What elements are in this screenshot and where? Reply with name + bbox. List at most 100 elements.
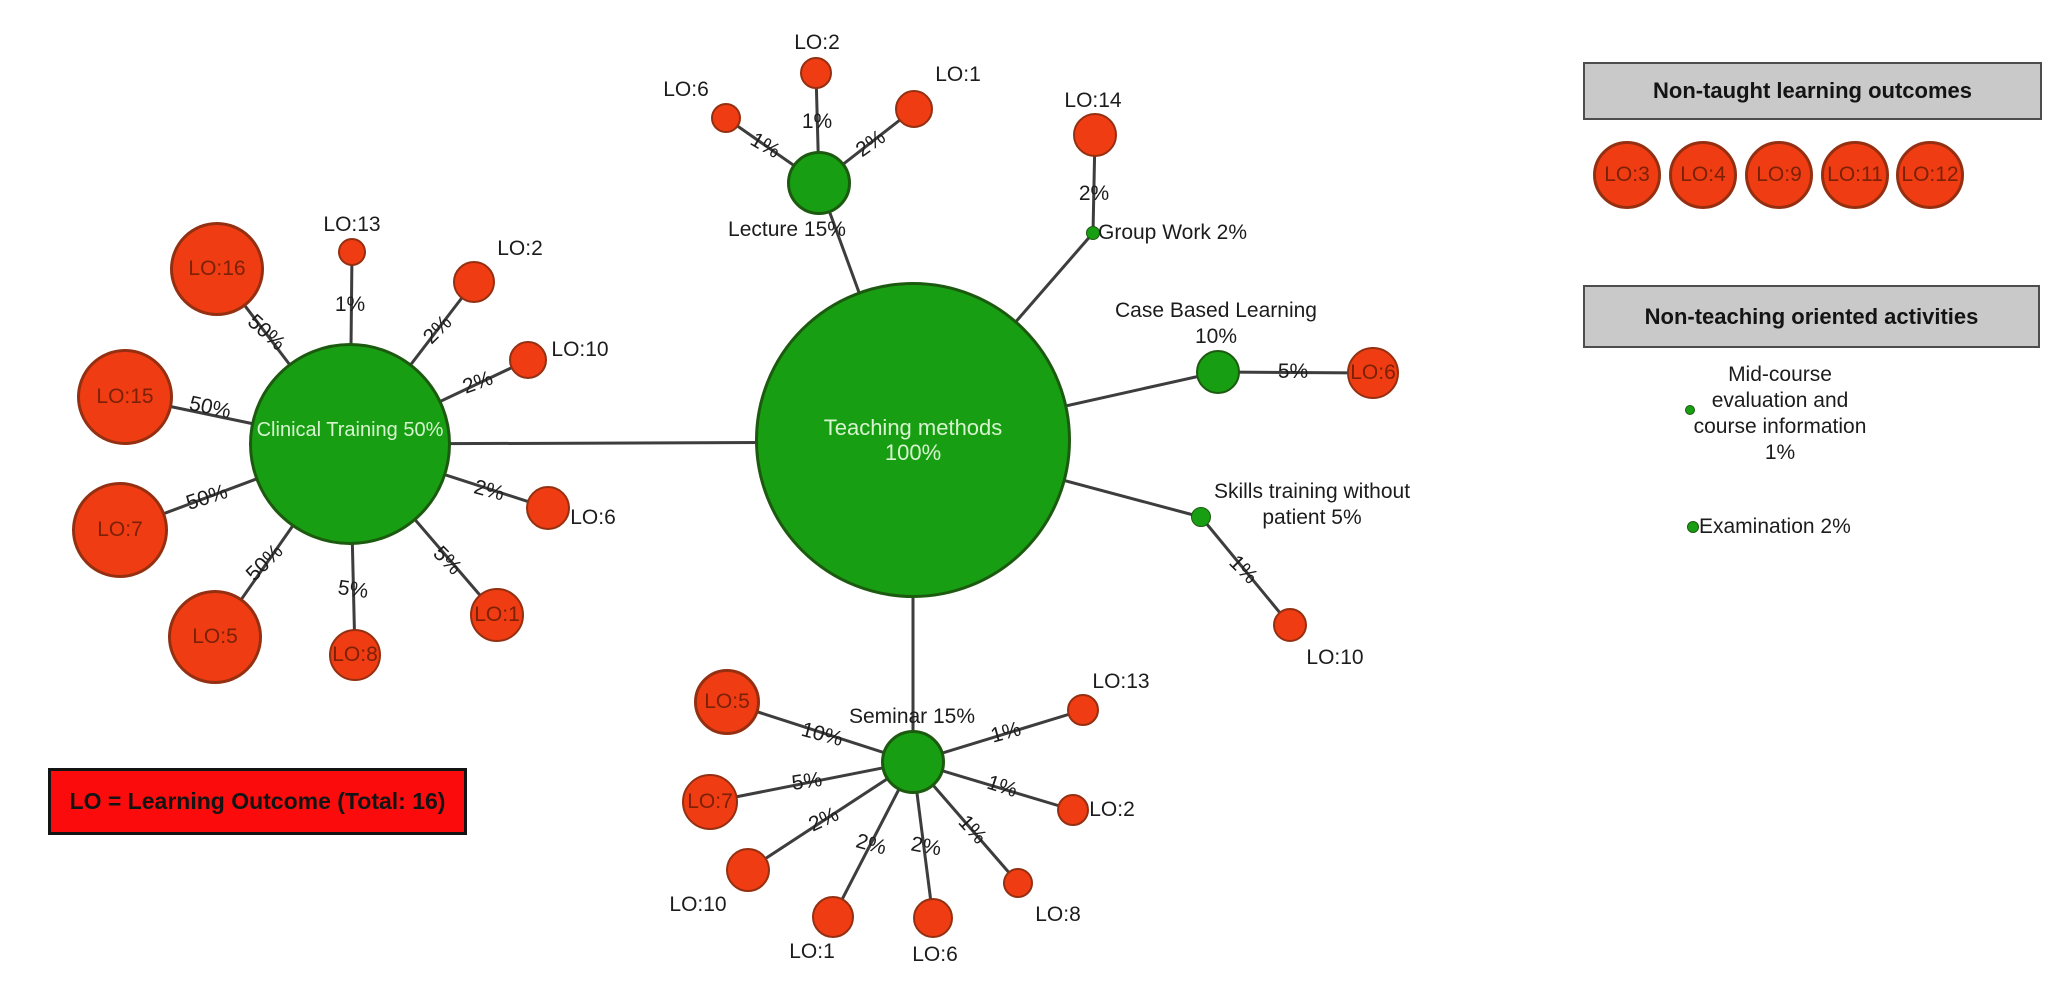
edge-seminar-lo10: [747, 760, 914, 872]
node-label-ct-lo16: LO:16: [188, 256, 246, 280]
non-taught-header: Non-taught learning outcomes: [1583, 62, 2042, 120]
node-label-non-taught-lo11: LO:11: [1827, 162, 1883, 186]
edge-skills-lo10: [1199, 516, 1292, 626]
node-seminar: [881, 730, 945, 794]
case-based-learning-label: Case Based Learning 10%: [1115, 298, 1317, 348]
node-sem-lo1: [812, 896, 854, 938]
edge-label-clinical-lo16: 50%: [243, 310, 290, 356]
edge-label-clinical-lo5: 50%: [241, 539, 288, 586]
examination-label: Examination 2%: [1699, 514, 1851, 538]
node-sk-lo10: [1273, 608, 1307, 642]
edge-label-seminar-lo6: 2%: [909, 832, 944, 861]
node-sem-lo8: [1003, 868, 1033, 898]
lec-lo6-label: LO:6: [663, 77, 709, 101]
sem-lo1-label: LO:1: [789, 939, 835, 963]
node-non-taught-lo3: LO:3: [1593, 141, 1661, 209]
node-ct-lo7: LO:7: [72, 482, 168, 578]
midcourse-label: Mid-course evaluation and course informa…: [1693, 362, 1867, 465]
edge-label-clinical-lo13: 1%: [334, 292, 366, 316]
edge-label-seminar-lo10: 2%: [805, 802, 843, 837]
node-sem-lo10: [726, 848, 770, 892]
edge-label-lecture-lo1: 2%: [851, 125, 890, 162]
node-label-ct-lo5: LO:5: [192, 624, 238, 648]
seminar-label: Seminar 15%: [848, 704, 976, 728]
edge-label-skills-lo10: 1%: [1224, 550, 1263, 589]
non-teaching-header: Non-teaching oriented activities: [1583, 285, 2040, 348]
ct-lo6-label: LO:6: [570, 505, 616, 529]
edge-label-clinical-lo15: 50%: [187, 391, 234, 424]
group-work-label: Group Work 2%: [1098, 220, 1247, 244]
edge-seminar-lo7: [709, 760, 914, 804]
node-group-work: [1086, 226, 1100, 240]
node-non-taught-lo9: LO:9: [1745, 141, 1813, 209]
sem-lo13-label: LO:13: [1092, 669, 1150, 693]
node-label-non-taught-lo9: LO:9: [1756, 162, 1802, 186]
lecture-label: Lecture 15%: [728, 217, 846, 241]
ct-lo13-label: LO:13: [323, 212, 381, 236]
node-skills-training: [1191, 507, 1211, 527]
legend-box: LO = Learning Outcome (Total: 16): [48, 768, 467, 835]
node-non-taught-lo12: LO:12: [1896, 141, 1964, 209]
ct-lo2-label: LO:2: [497, 236, 543, 260]
node-non-taught-lo4: LO:4: [1669, 141, 1737, 209]
node-teaching-methods: Teaching methods 100%: [755, 282, 1071, 598]
node-sem-lo13: [1067, 694, 1099, 726]
node-label-non-taught-lo3: LO:3: [1604, 162, 1650, 186]
edge-label-clinical-lo2: 2%: [418, 310, 457, 349]
ct-lo10-label: LO:10: [551, 337, 609, 361]
edge-label-lecture-lo6: 1%: [746, 128, 785, 164]
lec-lo1-label: LO:1: [935, 62, 981, 86]
node-case-based-learning: [1196, 350, 1240, 394]
node-clinical-training: Clinical Training 50%: [249, 343, 451, 545]
edge-label-clinical-lo8: 5%: [336, 575, 370, 603]
edge-label-seminar-lo5: 10%: [798, 717, 846, 752]
node-label-sem-lo5: LO:5: [704, 689, 750, 713]
node-lec-lo1: [895, 90, 933, 128]
sk-lo10-label: LO:10: [1306, 645, 1364, 669]
node-gw-lo14: [1073, 113, 1117, 157]
node-ct-lo13: [338, 238, 366, 266]
edge-label-seminar-lo13: 1%: [988, 717, 1024, 748]
node-label-cbl-lo6: LO:6: [1350, 360, 1396, 384]
sem-lo8-label: LO:8: [1035, 902, 1081, 926]
node-ct-lo10: [509, 341, 547, 379]
node-ct-lo16: LO:16: [170, 222, 264, 316]
node-sem-lo5: LO:5: [694, 669, 760, 735]
edge-label-seminar-lo8: 1%: [953, 810, 992, 849]
node-ct-lo8: LO:8: [329, 629, 381, 681]
edge-label-clinical-lo6: 2%: [471, 475, 507, 506]
edge-label-lecture-lo2: 1%: [801, 109, 833, 133]
node-label-clinical-training: Clinical Training 50%: [256, 418, 444, 441]
node-examination-dot: [1687, 521, 1699, 533]
node-non-taught-lo11: LO:11: [1821, 141, 1889, 209]
node-sem-lo2: [1057, 794, 1089, 826]
edge-label-clinical-lo1: 5%: [428, 541, 467, 580]
node-label-ct-lo1: LO:1: [474, 602, 520, 626]
node-label-ct-lo15: LO:15: [96, 384, 154, 408]
node-ct-lo1: LO:1: [470, 588, 524, 642]
edge-label-seminar-lo1: 2%: [853, 829, 889, 860]
edge-label-seminar-lo2: 1%: [984, 770, 1021, 803]
edge-label-groupwork-lo14: 2%: [1078, 181, 1110, 205]
node-label-non-taught-lo12: LO:12: [1901, 162, 1959, 186]
gw-lo14-label: LO:14: [1064, 88, 1122, 112]
node-label-teaching-methods: Teaching methods 100%: [823, 414, 1003, 465]
edge-label-seminar-lo7: 5%: [790, 767, 824, 795]
node-cbl-lo6: LO:6: [1347, 347, 1399, 399]
node-lec-lo2: [800, 57, 832, 89]
node-lecture: [787, 151, 851, 215]
node-ct-lo2: [453, 261, 495, 303]
sem-lo2-label: LO:2: [1089, 797, 1135, 821]
node-sem-lo7: LO:7: [682, 774, 738, 830]
sem-lo10-label: LO:10: [669, 892, 727, 916]
edge-label-cbl-lo6: 5%: [1277, 359, 1309, 383]
edge-label-clinical-lo10: 2%: [459, 366, 497, 399]
node-label-sem-lo7: LO:7: [687, 789, 733, 813]
node-ct-lo6: [526, 486, 570, 530]
node-ct-lo5: LO:5: [168, 590, 262, 684]
sem-lo6-label: LO:6: [912, 942, 958, 966]
node-lec-lo6: [711, 103, 741, 133]
lec-lo2-label: LO:2: [794, 30, 840, 54]
